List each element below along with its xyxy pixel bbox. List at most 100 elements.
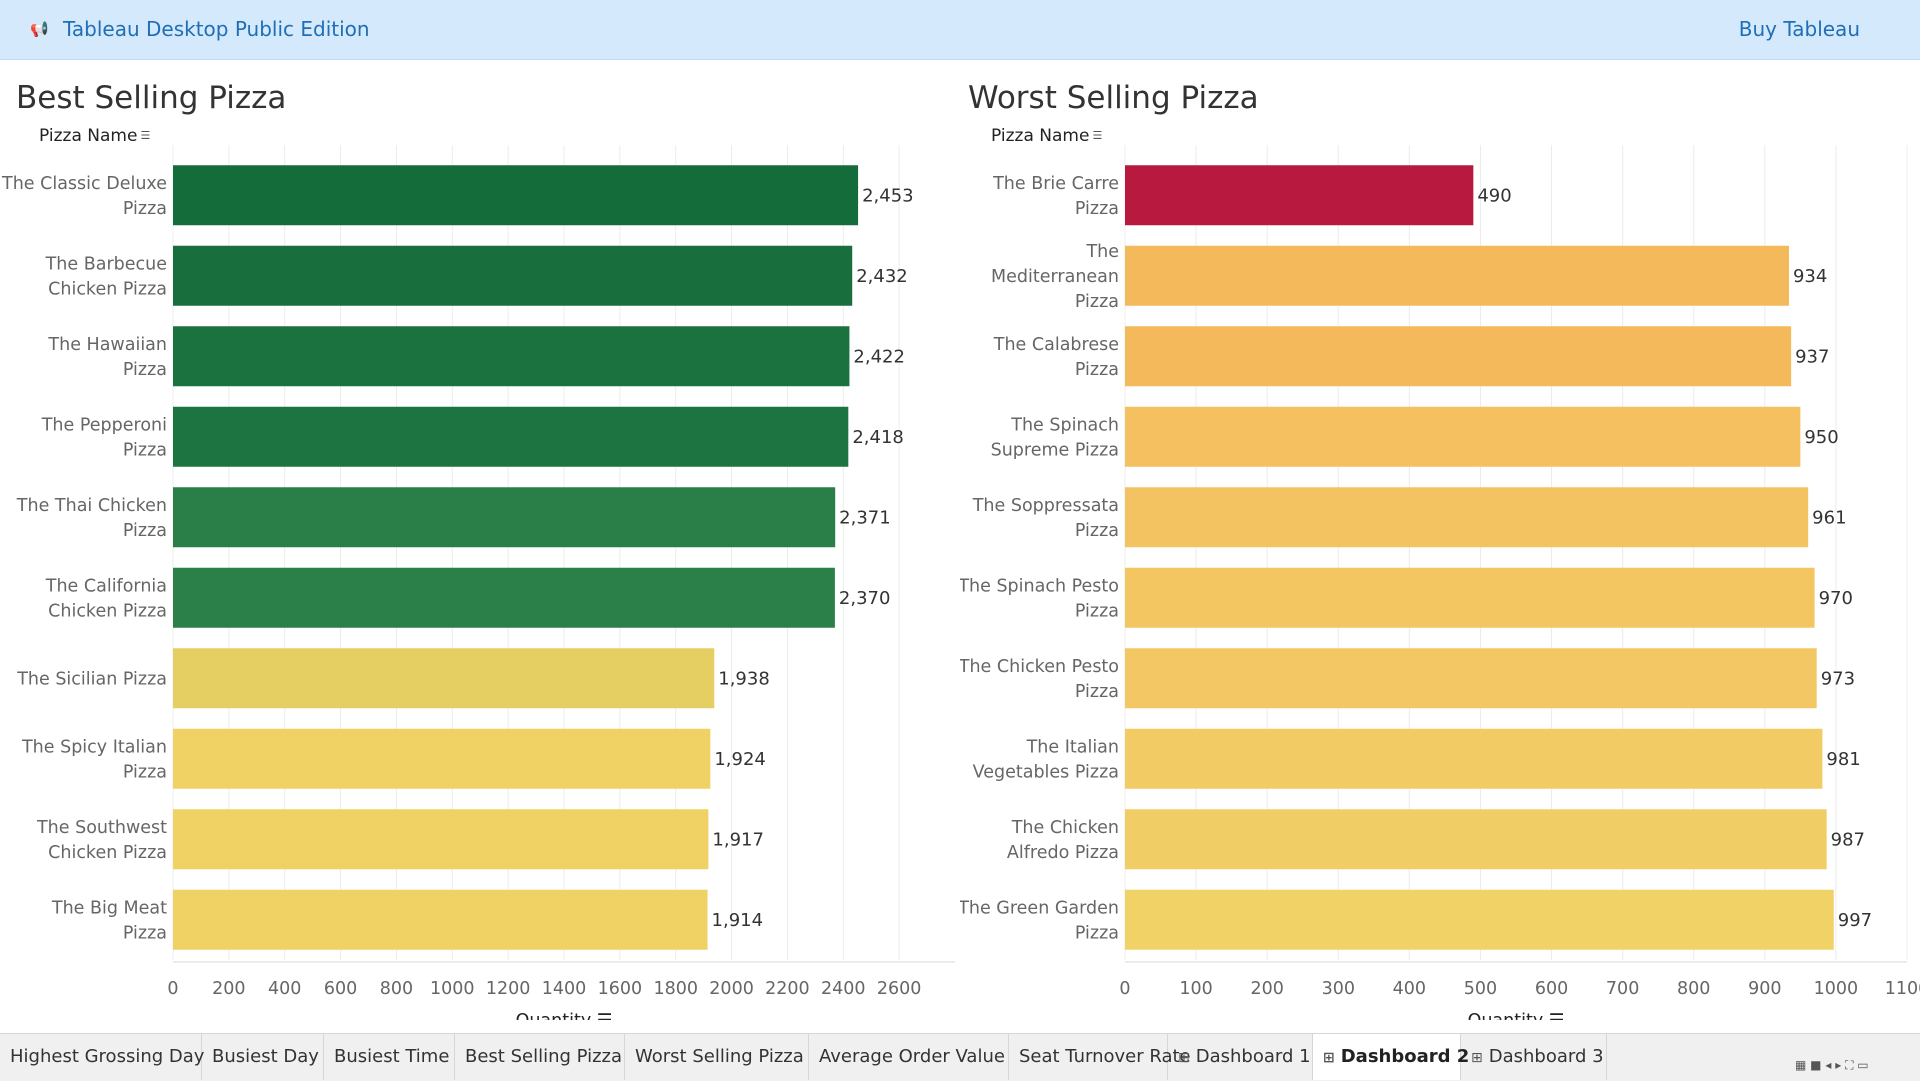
- bar-value-label: 2,418: [852, 427, 904, 448]
- category-label: The Soppressata: [972, 496, 1119, 516]
- fullscreen-icon[interactable]: ⛶: [1845, 1058, 1853, 1072]
- bar[interactable]: [1125, 648, 1817, 708]
- bar-value-label: 937: [1795, 346, 1829, 367]
- bar[interactable]: [173, 890, 708, 950]
- sheet-tab[interactable]: Worst Selling Pizza: [625, 1034, 809, 1080]
- sort-ascending-icon[interactable]: ☰: [1092, 129, 1102, 142]
- bar[interactable]: [173, 407, 848, 467]
- x-tick-label: 400: [1393, 979, 1426, 999]
- category-label: Chicken Pizza: [48, 843, 167, 863]
- x-tick-label: 800: [1677, 979, 1710, 999]
- nav-controls: ▦ ■ ◂ ▸ ⛶ ▭: [1795, 1058, 1869, 1072]
- category-label: The Italian: [1026, 737, 1119, 757]
- category-label: Pizza: [1075, 199, 1119, 219]
- x-tick-label: 900: [1748, 979, 1781, 999]
- x-tick-label: 2200: [765, 979, 810, 999]
- bar[interactable]: [173, 568, 835, 628]
- sheet-tab[interactable]: Busiest Day: [202, 1034, 324, 1080]
- bar-value-label: 1,938: [718, 668, 770, 689]
- sheet-tab[interactable]: ⊞ Dashboard 2: [1313, 1034, 1461, 1080]
- bar-value-label: 973: [1821, 668, 1855, 689]
- bar[interactable]: [173, 809, 708, 869]
- x-tick-label: 1400: [542, 979, 587, 999]
- category-label: Pizza: [1075, 292, 1119, 312]
- bar[interactable]: [1125, 326, 1791, 386]
- grid-view-icon[interactable]: ▦: [1795, 1058, 1806, 1072]
- bar[interactable]: [1125, 568, 1815, 628]
- x-tick-label: 2000: [709, 979, 754, 999]
- sheet-tab[interactable]: ⊞ Dashboard 3: [1461, 1034, 1607, 1080]
- sheet-tab[interactable]: ⊞ Dashboard 1: [1168, 1034, 1313, 1080]
- sheet-tab[interactable]: Average Order Value: [809, 1034, 1009, 1080]
- category-label: The Thai Chicken: [16, 496, 167, 516]
- category-label: The Southwest: [36, 818, 167, 838]
- next-sheet-icon[interactable]: ▸: [1835, 1058, 1841, 1072]
- sheet-tab-label: Dashboard 2: [1341, 1046, 1470, 1067]
- sheet-tab-bar: Highest Grossing Day Busiest Day Busiest T…: [0, 1033, 1920, 1081]
- bar[interactable]: [1125, 890, 1834, 950]
- best-selling-chart: 2,453 The Classic Deluxe Pizza 2,432 The Bar…: [0, 145, 960, 1020]
- category-label: The Spinach Pesto: [960, 576, 1119, 596]
- bar-value-label: 1,924: [714, 749, 766, 770]
- bar[interactable]: [173, 326, 849, 386]
- bar-value-label: 1,914: [712, 910, 764, 931]
- bar[interactable]: [173, 487, 835, 547]
- bar[interactable]: [1125, 487, 1808, 547]
- present-icon[interactable]: ▭: [1857, 1058, 1868, 1072]
- bar[interactable]: [1125, 407, 1800, 467]
- x-tick-label: 1000: [430, 979, 475, 999]
- bar-value-label: 490: [1477, 185, 1511, 206]
- filmstrip-icon[interactable]: ■: [1810, 1058, 1821, 1072]
- x-tick-label: 0: [1119, 979, 1130, 999]
- category-label: Alfredo Pizza: [1007, 843, 1119, 863]
- category-label: Pizza: [1075, 601, 1119, 621]
- sheet-tab[interactable]: Busiest Time: [324, 1034, 455, 1080]
- category-label: Pizza: [123, 923, 167, 943]
- bar[interactable]: [1125, 729, 1822, 789]
- x-axis-title[interactable]: Quantity ☰: [1468, 1011, 1565, 1020]
- bar-value-label: 934: [1793, 266, 1827, 287]
- x-tick-label: 2600: [877, 979, 922, 999]
- bar[interactable]: [173, 648, 714, 708]
- bar-value-label: 987: [1831, 829, 1865, 850]
- category-label: Pizza: [123, 521, 167, 541]
- category-label: Chicken Pizza: [48, 601, 167, 621]
- sheet-tab-label: Busiest Time: [334, 1046, 449, 1067]
- sheet-tab-label: Average Order Value: [819, 1046, 1005, 1067]
- sheet-tab-label: Best Selling Pizza: [465, 1046, 622, 1067]
- x-tick-label: 1200: [486, 979, 531, 999]
- category-label: The Spinach: [1010, 415, 1119, 435]
- field-label-text: Pizza Name: [39, 126, 137, 146]
- category-label: The Hawaiian: [47, 335, 167, 355]
- bar[interactable]: [1125, 246, 1789, 306]
- x-tick-label: 200: [1250, 979, 1283, 999]
- category-label: The Big Meat: [51, 898, 167, 918]
- category-label: Pizza: [1075, 360, 1119, 380]
- bar-value-label: 2,371: [839, 507, 891, 528]
- bar[interactable]: [173, 246, 852, 306]
- category-label: Pizza: [123, 199, 167, 219]
- worst-selling-field-label[interactable]: Pizza Name ☰: [991, 125, 1102, 147]
- prev-sheet-icon[interactable]: ◂: [1825, 1058, 1831, 1072]
- bar[interactable]: [1125, 809, 1827, 869]
- x-tick-label: 300: [1322, 979, 1355, 999]
- bar-value-label: 2,422: [853, 346, 905, 367]
- best-selling-field-label[interactable]: Pizza Name ☰: [39, 125, 150, 147]
- bar[interactable]: [173, 729, 710, 789]
- bar[interactable]: [1125, 165, 1473, 225]
- bar[interactable]: [173, 165, 858, 225]
- sheet-tab-label: Worst Selling Pizza: [635, 1046, 804, 1067]
- field-label-text: Pizza Name: [991, 126, 1089, 146]
- sheet-tab[interactable]: Seat Turnover Rate: [1009, 1034, 1168, 1080]
- x-tick-label: 800: [380, 979, 413, 999]
- x-tick-label: 1100: [1885, 979, 1920, 999]
- bar-value-label: 981: [1826, 749, 1860, 770]
- sheet-tab[interactable]: Best Selling Pizza: [455, 1034, 625, 1080]
- buy-tableau-link[interactable]: Buy Tableau: [1739, 16, 1860, 42]
- sort-descending-icon[interactable]: ☰: [140, 129, 150, 142]
- category-label: Pizza: [1075, 682, 1119, 702]
- dashboard-grid-icon: ⊞: [1471, 1050, 1483, 1066]
- sheet-tab-label: Busiest Day: [212, 1046, 319, 1067]
- sheet-tab[interactable]: Highest Grossing Day: [0, 1034, 202, 1080]
- x-axis-title[interactable]: Quantity ☰: [516, 1011, 613, 1020]
